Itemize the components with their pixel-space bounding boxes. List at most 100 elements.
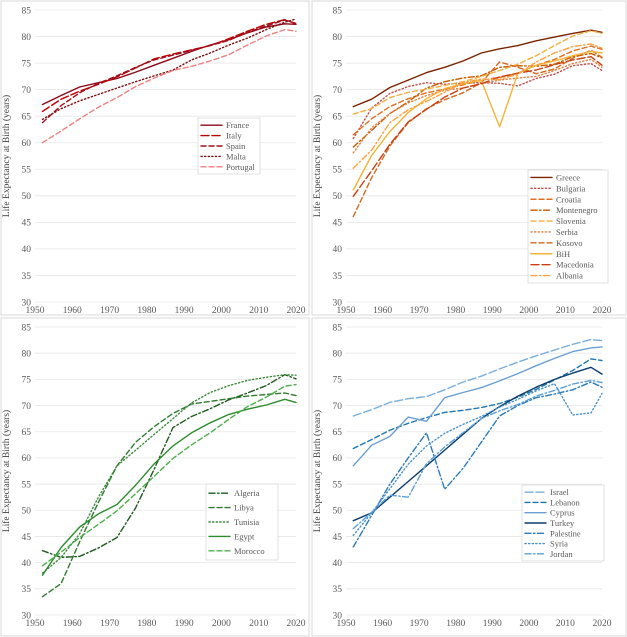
panel-frame: [0, 0, 310, 316]
y-tick-label: 65: [22, 428, 32, 438]
y-tick-label: 40: [22, 559, 32, 569]
y-tick-label: 80: [333, 349, 343, 359]
legend-label-jordan: Jordan: [550, 549, 573, 559]
y-axis-title: Life Expectancy at Birth (years): [1, 95, 12, 217]
y-tick-label: 35: [333, 585, 343, 595]
panel-frame: [0, 317, 310, 637]
series-line-croatia: [352, 45, 603, 136]
y-tick-label: 70: [22, 402, 32, 412]
y-tick-label: 30: [333, 298, 343, 308]
y-tick-label: 50: [333, 192, 343, 202]
legend-label-spain: Spain: [226, 141, 246, 151]
y-tick-label: 70: [333, 402, 343, 412]
y-tick-label: 80: [22, 33, 32, 43]
x-tick-label: 2020: [287, 306, 306, 316]
x-tick-label: 1970: [410, 619, 429, 629]
y-tick-label: 80: [22, 349, 32, 359]
y-tick-label: 70: [333, 86, 343, 96]
x-tick-label: 2000: [212, 306, 231, 316]
legend-label-bih: BiH: [556, 249, 570, 259]
legend-label-palestine: Palestine: [550, 528, 581, 538]
y-tick-label: 80: [333, 33, 343, 43]
series-line-spain: [41, 19, 297, 124]
x-tick-label: 1990: [175, 306, 194, 316]
legend: IsraelLebanonCyprusTurkeyPalestineSyriaJ…: [521, 484, 605, 562]
y-tick-label: 35: [22, 272, 32, 282]
y-tick-label: 50: [333, 507, 343, 517]
legend-label-turkey: Turkey: [550, 518, 575, 528]
y-tick-label: 30: [333, 611, 343, 621]
series-line-egypt: [41, 398, 297, 576]
legend-label-malta: Malta: [226, 151, 246, 161]
y-tick-label: 40: [333, 559, 343, 569]
x-tick-label: 2000: [519, 306, 538, 316]
legend-label-portugal: Portugal: [226, 162, 255, 172]
y-tick-label: 85: [333, 323, 343, 333]
legend-label-montenegro: Montenegro: [556, 205, 598, 215]
chart-panel-eastern-mediterranean: 30 35 40 45 50 55 60 65 70 75 80 85 1950 1960 1970 1980…: [311, 317, 627, 637]
legend-label-egypt: Egypt: [234, 531, 255, 541]
x-tick-label: 1950: [26, 619, 45, 629]
series-line-slovenia: [352, 30, 603, 115]
y-tick-label: 50: [22, 507, 32, 517]
x-tick-label: 1970: [410, 306, 429, 316]
legend-label-bulgaria: Bulgaria: [556, 183, 585, 193]
x-tick-label: 1960: [373, 306, 392, 316]
legend-label-morocco: Morocco: [234, 546, 265, 556]
series-line-palestine: [352, 381, 603, 548]
x-tick-label: 2020: [593, 619, 612, 629]
series-line-france: [41, 23, 297, 106]
x-tick-label: 1980: [137, 306, 156, 316]
legend-label-france: France: [226, 120, 249, 130]
y-tick-label: 65: [22, 112, 32, 122]
series-line-albania: [352, 43, 603, 169]
x-tick-label: 1970: [100, 306, 119, 316]
x-tick-label: 2010: [249, 619, 268, 629]
legend-label-croatia: Croatia: [556, 194, 581, 204]
y-tick-label: 40: [22, 245, 32, 255]
y-tick-label: 65: [333, 428, 343, 438]
series-line-israel: [352, 338, 603, 417]
x-tick-label: 1960: [373, 619, 392, 629]
series-line-cyprus: [352, 346, 603, 467]
series-line-greece: [352, 29, 603, 108]
x-tick-label: 2000: [519, 619, 538, 629]
legend-label-cyprus: Cyprus: [550, 508, 575, 518]
series-line-libya: [41, 392, 297, 598]
y-tick-label: 65: [333, 112, 343, 122]
y-tick-label: 55: [333, 166, 343, 176]
y-tick-label: 50: [22, 192, 32, 202]
x-tick-label: 2000: [212, 619, 231, 629]
x-tick-label: 2020: [287, 619, 306, 629]
y-tick-label: 85: [333, 6, 343, 16]
legend-label-libya: Libya: [234, 503, 254, 513]
legend-label-albania: Albania: [556, 271, 583, 281]
series-line-bih: [352, 50, 603, 191]
x-tick-label: 1990: [175, 619, 194, 629]
y-tick-label: 55: [333, 480, 343, 490]
legend-label-kosovo: Kosovo: [556, 238, 582, 248]
y-tick-label: 45: [22, 219, 32, 229]
series-line-morocco: [41, 383, 297, 567]
legend-label-greece: Greece: [556, 172, 580, 182]
x-tick-label: 1990: [483, 619, 502, 629]
legend-label-serbia: Serbia: [556, 227, 578, 237]
legend-label-macedonia: Macedonia: [556, 260, 594, 270]
chart-panel-balkans: 30 35 40 45 50 55 60 65 70 75 80 85 1950 1960 1970 1980…: [311, 0, 627, 316]
series-line-portugal: [41, 28, 297, 144]
series-line-lebanon: [352, 358, 603, 450]
x-tick-label: 1980: [446, 619, 465, 629]
series-line-macedonia: [352, 56, 603, 198]
y-tick-label: 45: [22, 533, 32, 543]
x-tick-label: 1980: [137, 619, 156, 629]
y-tick-label: 35: [333, 272, 343, 282]
x-tick-label: 1950: [26, 306, 45, 316]
x-tick-label: 2010: [249, 306, 268, 316]
y-tick-label: 45: [333, 533, 343, 543]
y-axis-title: Life Expectancy at Birth (years): [1, 410, 12, 532]
y-tick-label: 55: [22, 166, 32, 176]
chart-panel-western-mediterranean: 30 35 40 45 50 55 60 65 70 75 80 85 1950 1960 1970 1980…: [0, 0, 310, 316]
legend-label-israel: Israel: [550, 487, 570, 497]
